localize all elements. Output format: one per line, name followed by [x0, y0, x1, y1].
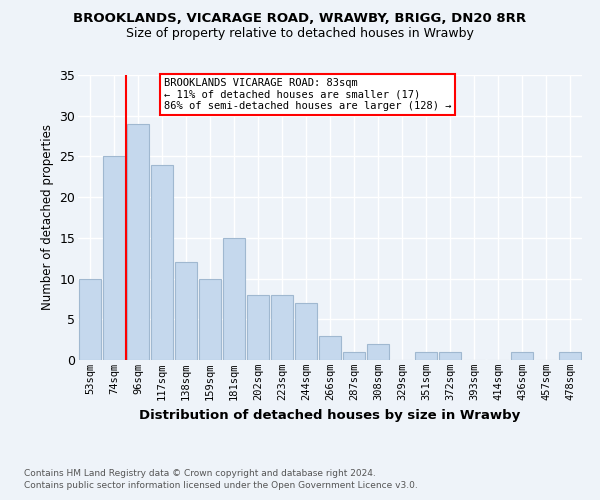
Y-axis label: Number of detached properties: Number of detached properties	[41, 124, 54, 310]
Text: BROOKLANDS, VICARAGE ROAD, WRAWBY, BRIGG, DN20 8RR: BROOKLANDS, VICARAGE ROAD, WRAWBY, BRIGG…	[73, 12, 527, 26]
Bar	[223, 238, 245, 360]
Bar	[199, 278, 221, 360]
Text: BROOKLANDS VICARAGE ROAD: 83sqm
← 11% of detached houses are smaller (17)
86% of: BROOKLANDS VICARAGE ROAD: 83sqm ← 11% of…	[164, 78, 451, 111]
Bar	[439, 352, 461, 360]
Bar	[175, 262, 197, 360]
Bar	[103, 156, 125, 360]
Bar	[367, 344, 389, 360]
Bar	[271, 295, 293, 360]
Bar	[151, 164, 173, 360]
Bar	[319, 336, 341, 360]
Bar	[559, 352, 581, 360]
Bar	[343, 352, 365, 360]
Text: Contains public sector information licensed under the Open Government Licence v3: Contains public sector information licen…	[24, 481, 418, 490]
Bar	[79, 278, 101, 360]
Bar	[511, 352, 533, 360]
Bar	[127, 124, 149, 360]
Bar	[415, 352, 437, 360]
Bar	[295, 303, 317, 360]
Text: Contains HM Land Registry data © Crown copyright and database right 2024.: Contains HM Land Registry data © Crown c…	[24, 468, 376, 477]
Bar	[247, 295, 269, 360]
X-axis label: Distribution of detached houses by size in Wrawby: Distribution of detached houses by size …	[139, 408, 521, 422]
Text: Size of property relative to detached houses in Wrawby: Size of property relative to detached ho…	[126, 28, 474, 40]
